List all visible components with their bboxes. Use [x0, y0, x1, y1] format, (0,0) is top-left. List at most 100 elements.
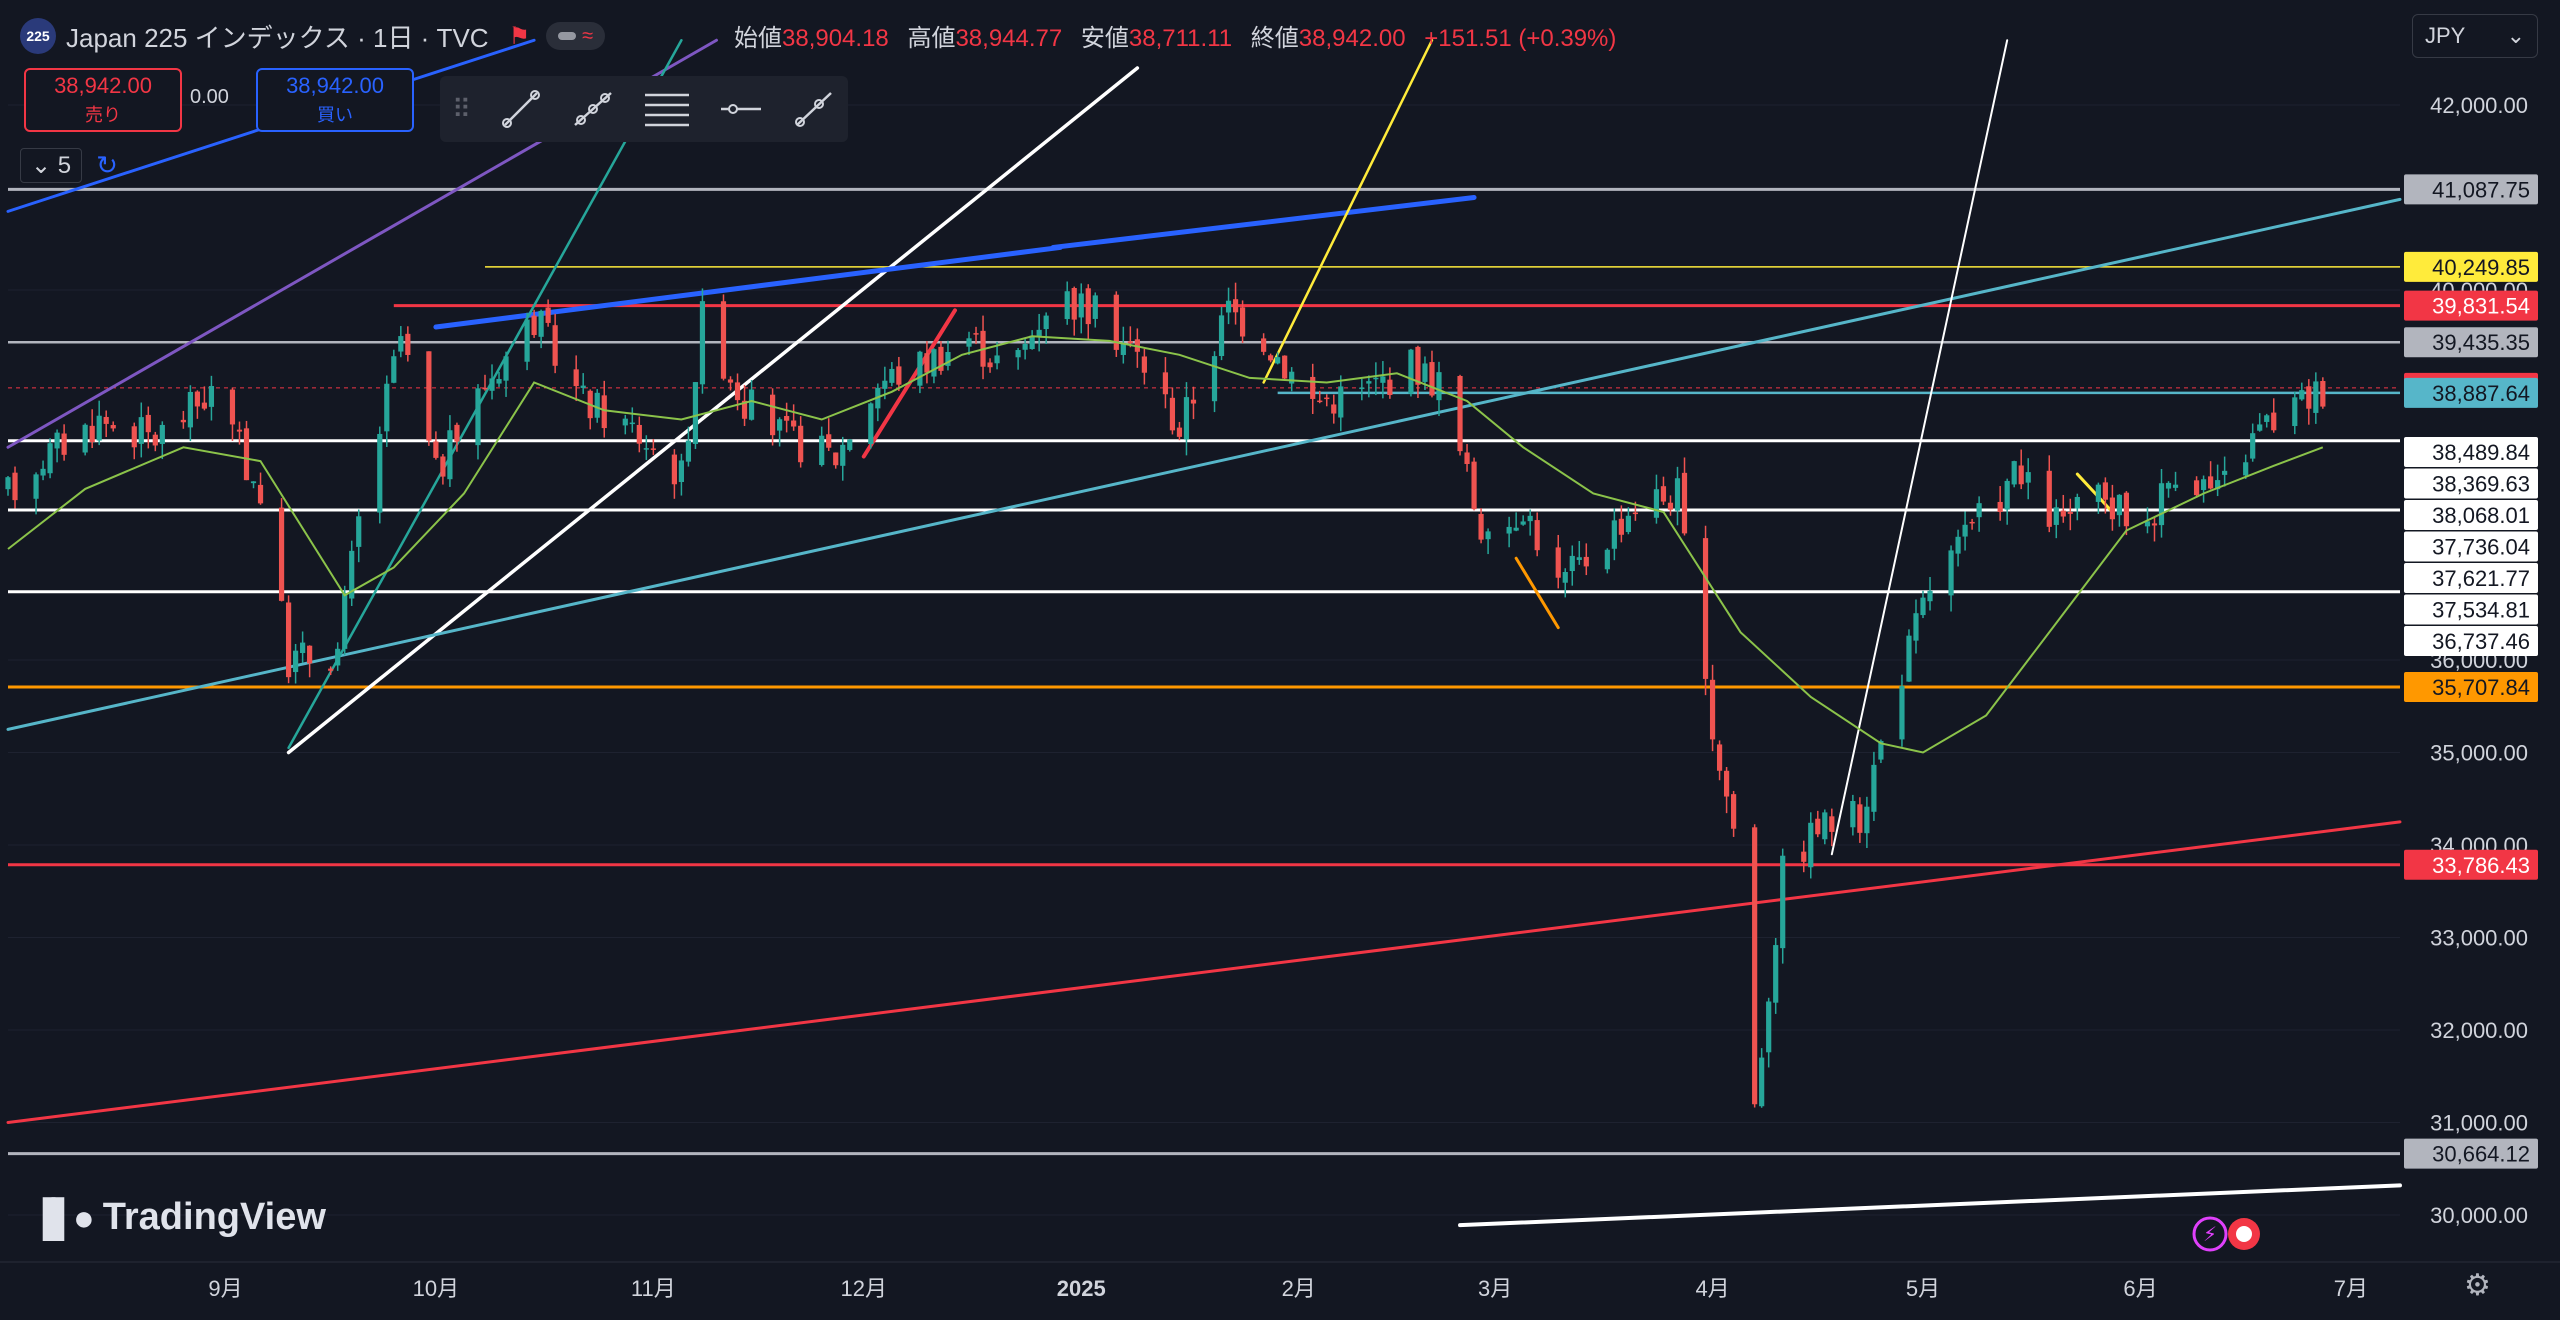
candle-body: [1576, 557, 1582, 560]
candle-body: [1618, 518, 1624, 535]
candle-body: [840, 444, 846, 466]
candle-body: [1899, 686, 1905, 740]
candle-body: [678, 460, 685, 482]
hline-tool-icon[interactable]: [719, 87, 763, 131]
candle-body: [2018, 465, 2024, 485]
candle-body: [1773, 945, 1779, 1003]
candle-body: [1478, 513, 1484, 540]
candle-body: [833, 452, 839, 466]
price-label-text: 38,887.64: [2432, 381, 2530, 406]
candle-body: [2053, 507, 2059, 525]
candle-body: [1141, 356, 1147, 373]
candle-body: [250, 481, 257, 484]
candle-body: [1457, 375, 1463, 452]
candle-body: [1127, 341, 1133, 344]
line-tool-icon[interactable]: [499, 87, 543, 131]
candle-body: [538, 310, 544, 337]
candle-body: [1373, 377, 1379, 380]
candle-body: [1366, 381, 1372, 384]
candle-body: [285, 602, 292, 678]
candle-body: [545, 307, 551, 323]
candle-body: [257, 484, 264, 504]
candle-body: [1036, 329, 1042, 336]
candle-body: [1822, 812, 1828, 840]
candle-body: [2215, 480, 2221, 490]
tv-mark-icon: ▐▌●: [30, 1196, 95, 1238]
candle-body: [33, 474, 39, 499]
candle-body: [47, 443, 53, 474]
candle-body: [201, 402, 208, 409]
candle-body: [377, 433, 383, 513]
candle-body: [187, 391, 193, 428]
candle-body: [1850, 801, 1856, 828]
candle-body: [145, 414, 151, 433]
replay-badge[interactable]: ⚡: [2190, 1214, 2272, 1254]
ray-tool-icon[interactable]: [791, 87, 835, 131]
drag-handle-icon[interactable]: ⠿: [452, 93, 472, 124]
candle-body: [1723, 770, 1730, 797]
settings-icon[interactable]: ⚙: [2464, 1269, 2491, 1302]
candle-body: [475, 388, 481, 446]
high-value: 38,944.77: [955, 25, 1063, 52]
price-label-text: 33,786.43: [2432, 853, 2530, 878]
x-tick-label: 3月: [1478, 1276, 1512, 1301]
candle-body: [720, 301, 727, 379]
candle-body: [1169, 397, 1176, 431]
candle-body: [727, 379, 734, 383]
high-label: 高値: [907, 25, 956, 52]
candle-body: [580, 385, 586, 388]
price-label-text: 39,435.35: [2432, 330, 2530, 355]
candle-body: [433, 441, 439, 458]
candle-body: [2151, 523, 2158, 526]
candle-body: [791, 420, 797, 427]
candle-body: [159, 424, 165, 444]
symbol-header[interactable]: 225 Japan 225 インデックス · 1日 · TVC ⚑ ≈: [20, 16, 606, 56]
candle-body: [1660, 486, 1667, 502]
candle-body: [1569, 555, 1575, 572]
candle-body: [1681, 472, 1688, 534]
trend-line: [1262, 39, 1434, 384]
indicator-row: ⌄ 5 ↻: [20, 148, 118, 183]
candle-body: [1864, 806, 1870, 834]
refresh-icon[interactable]: ↻: [96, 150, 118, 180]
candle-body: [89, 425, 95, 442]
candle-body: [1513, 527, 1519, 531]
candle-body: [1709, 679, 1716, 740]
candle-body: [1022, 343, 1028, 350]
candle-body: [938, 346, 944, 371]
candle-body: [1268, 355, 1274, 361]
fib-tool-icon[interactable]: [643, 87, 691, 131]
status-pill[interactable]: ≈: [546, 22, 606, 50]
candle-body: [2264, 415, 2270, 422]
flag-icon[interactable]: ⚑: [508, 22, 531, 50]
candle-body: [2165, 482, 2172, 489]
candle-body: [769, 394, 776, 436]
sell-button[interactable]: 38,942.00 売り: [24, 68, 182, 132]
candle-body: [447, 430, 453, 480]
candle-body: [1085, 288, 1091, 325]
candle-body: [685, 440, 692, 462]
currency-select[interactable]: JPY ⌄: [2412, 14, 2538, 58]
indicator-toggle[interactable]: ⌄ 5: [20, 148, 83, 183]
close-label: 終値: [1250, 25, 1299, 52]
candle-body: [328, 668, 334, 671]
candle-body: [1310, 376, 1316, 399]
symbol-title[interactable]: Japan 225 インデックス · 1日 · TVC: [66, 22, 489, 53]
candle-body: [1731, 794, 1737, 829]
candle-body: [1043, 315, 1049, 330]
candle-body: [1955, 536, 1961, 554]
price-label-box: [2404, 377, 2538, 408]
candle-body: [293, 650, 299, 673]
multiline-tool-icon[interactable]: [571, 87, 615, 131]
candle-body: [1604, 549, 1610, 570]
candle-body: [882, 380, 888, 389]
open-label: 始値: [734, 25, 782, 52]
candle-body: [61, 433, 67, 455]
price-label-text: 38,369.63: [2432, 472, 2530, 497]
candle-body: [2306, 386, 2312, 409]
candle-body: [2144, 521, 2151, 527]
candle-body: [2250, 433, 2256, 459]
candle-body: [994, 355, 1000, 364]
buy-button[interactable]: 38,942.00 買い: [256, 68, 414, 132]
